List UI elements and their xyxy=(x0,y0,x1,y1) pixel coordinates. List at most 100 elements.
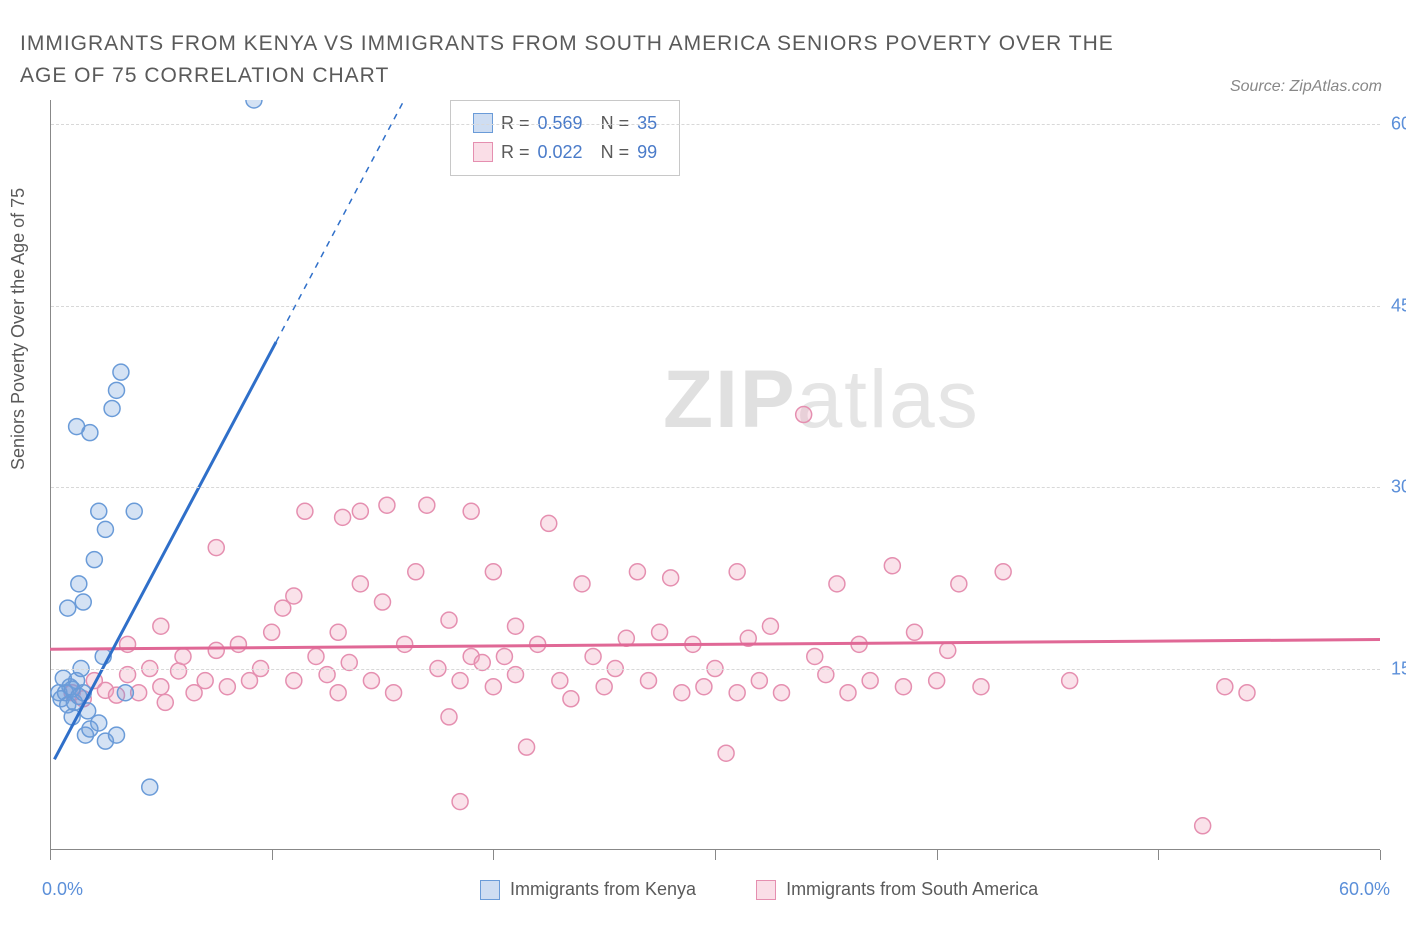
data-point xyxy=(751,673,767,689)
data-point xyxy=(1062,673,1078,689)
bottom-swatch-blue xyxy=(480,880,500,900)
data-point xyxy=(973,679,989,695)
gridline xyxy=(51,669,1380,670)
data-point xyxy=(508,618,524,634)
data-point xyxy=(375,594,391,610)
data-point xyxy=(541,515,557,531)
y-tick-label: 60.0% xyxy=(1391,114,1406,135)
data-point xyxy=(796,407,812,423)
data-point xyxy=(552,673,568,689)
data-point xyxy=(175,648,191,664)
data-point xyxy=(230,636,246,652)
data-point xyxy=(641,673,657,689)
scatter-svg xyxy=(50,100,1380,850)
data-point xyxy=(335,509,351,525)
data-point xyxy=(264,624,280,640)
data-point xyxy=(718,745,734,761)
data-point xyxy=(75,594,91,610)
gridline xyxy=(51,306,1380,307)
data-point xyxy=(330,685,346,701)
bottom-legend-kenya: Immigrants from Kenya xyxy=(480,879,696,900)
data-point xyxy=(246,100,262,108)
x-tick xyxy=(272,850,273,860)
data-point xyxy=(91,503,107,519)
data-point xyxy=(563,691,579,707)
legend-row-sa: R = 0.022 N = 99 xyxy=(473,138,657,167)
data-point xyxy=(208,642,224,658)
data-point xyxy=(397,636,413,652)
data-point xyxy=(1239,685,1255,701)
data-point xyxy=(519,739,535,755)
y-tick-label: 45.0% xyxy=(1391,295,1406,316)
data-point xyxy=(485,564,501,580)
data-point xyxy=(104,400,120,416)
data-point xyxy=(1195,818,1211,834)
data-point xyxy=(60,600,76,616)
data-point xyxy=(895,679,911,695)
x-tick xyxy=(493,850,494,860)
data-point xyxy=(729,564,745,580)
data-point xyxy=(109,727,125,743)
data-point xyxy=(308,648,324,664)
data-point xyxy=(452,673,468,689)
data-point xyxy=(86,552,102,568)
x-min-label: 0.0% xyxy=(42,879,83,900)
data-point xyxy=(91,715,107,731)
data-point xyxy=(807,648,823,664)
x-tick xyxy=(50,850,51,860)
data-point xyxy=(71,576,87,592)
data-point xyxy=(674,685,690,701)
data-point xyxy=(652,624,668,640)
data-point xyxy=(485,679,501,695)
data-point xyxy=(363,673,379,689)
plot-area: ZIPatlas R = 0.569 N = 35 R = 0.022 N = … xyxy=(50,100,1380,850)
data-point xyxy=(408,564,424,580)
data-point xyxy=(463,503,479,519)
data-point xyxy=(574,576,590,592)
x-tick xyxy=(1380,850,1381,860)
data-point xyxy=(109,382,125,398)
data-point xyxy=(330,624,346,640)
data-point xyxy=(153,679,169,695)
data-point xyxy=(629,564,645,580)
gridline xyxy=(51,487,1380,488)
data-point xyxy=(441,612,457,628)
data-point xyxy=(907,624,923,640)
data-point xyxy=(126,503,142,519)
data-point xyxy=(386,685,402,701)
bottom-legend-sa: Immigrants from South America xyxy=(756,879,1038,900)
data-point xyxy=(441,709,457,725)
data-point xyxy=(1217,679,1233,695)
data-point xyxy=(774,685,790,701)
trend-line-sa xyxy=(50,640,1380,650)
x-tick xyxy=(715,850,716,860)
chart-title: IMMIGRANTS FROM KENYA VS IMMIGRANTS FROM… xyxy=(20,28,1120,91)
bottom-swatch-pink xyxy=(756,880,776,900)
r-value-sa: 0.022 xyxy=(538,138,583,167)
data-point xyxy=(113,364,129,380)
data-point xyxy=(663,570,679,586)
y-axis-label: Seniors Poverty Over the Age of 75 xyxy=(8,188,29,470)
data-point xyxy=(69,419,85,435)
data-point xyxy=(940,642,956,658)
data-point xyxy=(208,540,224,556)
data-point xyxy=(153,618,169,634)
bottom-label-kenya: Immigrants from Kenya xyxy=(510,879,696,900)
data-point xyxy=(286,588,302,604)
x-tick xyxy=(937,850,938,860)
data-point xyxy=(862,673,878,689)
data-point xyxy=(197,673,213,689)
data-point xyxy=(286,673,302,689)
bottom-label-sa: Immigrants from South America xyxy=(786,879,1038,900)
data-point xyxy=(995,564,1011,580)
y-tick-label: 30.0% xyxy=(1391,477,1406,498)
data-point xyxy=(419,497,435,513)
data-point xyxy=(840,685,856,701)
data-point xyxy=(171,663,187,679)
data-point xyxy=(379,497,395,513)
n-value-sa: 99 xyxy=(637,138,657,167)
data-point xyxy=(696,679,712,695)
x-max-label: 60.0% xyxy=(1339,879,1390,900)
data-point xyxy=(729,685,745,701)
data-point xyxy=(117,685,133,701)
